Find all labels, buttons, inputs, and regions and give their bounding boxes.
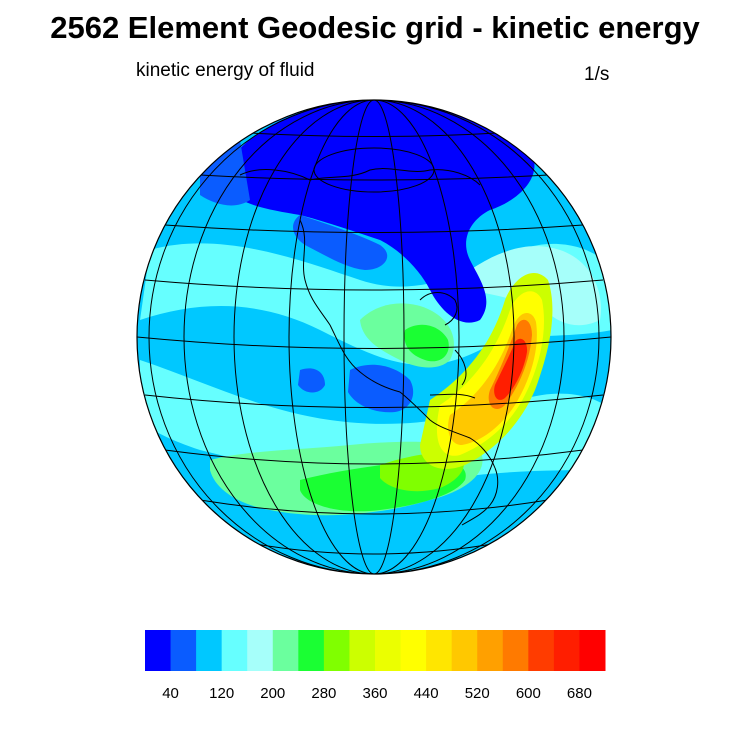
colorbar-swatch: [502, 630, 529, 671]
field-region: [230, 100, 535, 323]
colorbar-swatch: [221, 630, 248, 671]
colorbar-swatch: [247, 630, 274, 671]
colorbar-tick-label: 600: [516, 685, 541, 702]
map-title: 2562 Element Geodesic grid - kinetic ene…: [50, 10, 700, 45]
coastlines: [239, 168, 499, 526]
colorbar-swatch: [553, 630, 580, 671]
colorbar-tick-label: 120: [209, 685, 234, 702]
colorbar-tick-label: 520: [465, 685, 490, 702]
colorbar-swatch: [579, 630, 606, 671]
colorbar-swatch: [323, 630, 350, 671]
graticule: [137, 100, 611, 574]
colorbar-swatch: [528, 630, 555, 671]
colorbar-tick-label: 280: [311, 685, 336, 702]
field-region: [293, 215, 388, 270]
colorbar-swatch: [400, 630, 427, 671]
colorbar-swatch: [349, 630, 376, 671]
colorbar-swatch: [170, 630, 197, 671]
field-region: [140, 360, 611, 483]
colorbar-swatch: [477, 630, 504, 671]
colorbar-swatch: [451, 630, 478, 671]
field-region: [298, 368, 325, 393]
colorbar-swatch: [145, 630, 172, 671]
colorbar-tick-label: 360: [362, 685, 387, 702]
colorbar-tick-label: 40: [162, 685, 179, 702]
colorbar-swatch: [375, 630, 402, 671]
field-region: [494, 338, 528, 400]
colorbar-tick-label: 440: [414, 685, 439, 702]
field-region: [348, 364, 414, 413]
colorbar-swatch: [196, 630, 223, 671]
globe-outline: [136, 99, 612, 575]
colorbar-swatch: [426, 630, 453, 671]
units-label: 1/s: [584, 64, 610, 85]
field-label: kinetic energy of fluid: [136, 60, 315, 81]
colorbar-tick-label: 680: [567, 685, 592, 702]
field-region: [404, 324, 449, 362]
colorbar-swatch: [272, 630, 299, 671]
colorbar-tick-label: 200: [260, 685, 285, 702]
colorbar-swatch: [298, 630, 325, 671]
